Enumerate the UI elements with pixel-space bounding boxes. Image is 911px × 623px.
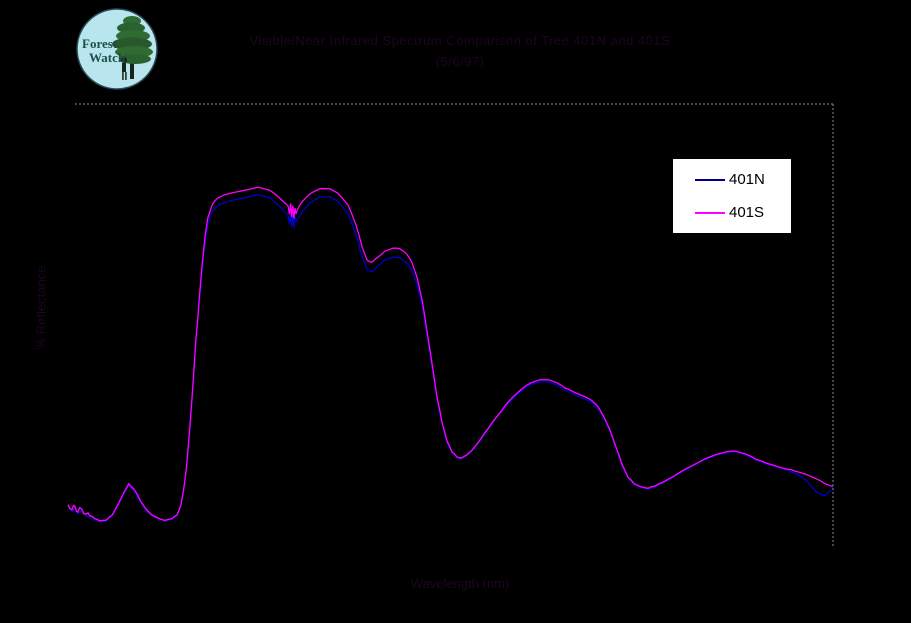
legend-label-401S: 401S xyxy=(729,204,765,221)
series-401S-line xyxy=(67,186,834,522)
legend-item-401N: 401N xyxy=(673,171,791,188)
series-401N-line xyxy=(67,194,834,523)
tree-icon xyxy=(112,16,153,79)
person-icon xyxy=(121,57,127,80)
chart-title: Visible/Near Infrared Spectrum Compariso… xyxy=(160,30,760,72)
legend-swatch-401N xyxy=(695,178,725,181)
x-axis-label-illegible: Wavelength (nm) xyxy=(410,576,510,591)
logo-text-watch: Watch xyxy=(89,50,126,65)
logo-text-forest: Forest xyxy=(82,36,118,51)
legend-label-401N: 401N xyxy=(729,171,765,188)
chart-title-line1-illegible: Visible/Near Infrared Spectrum Compariso… xyxy=(249,33,671,48)
forest-watch-logo: Forest Watch xyxy=(76,8,158,90)
legend-swatch-401S xyxy=(695,211,725,214)
chart-title-line2-illegible: (5/6/97) xyxy=(435,54,485,69)
y-axis-label-illegible: % Reflectance xyxy=(33,265,49,350)
chart-legend: 401N 401S xyxy=(673,159,791,233)
legend-item-401S: 401S xyxy=(673,204,791,221)
